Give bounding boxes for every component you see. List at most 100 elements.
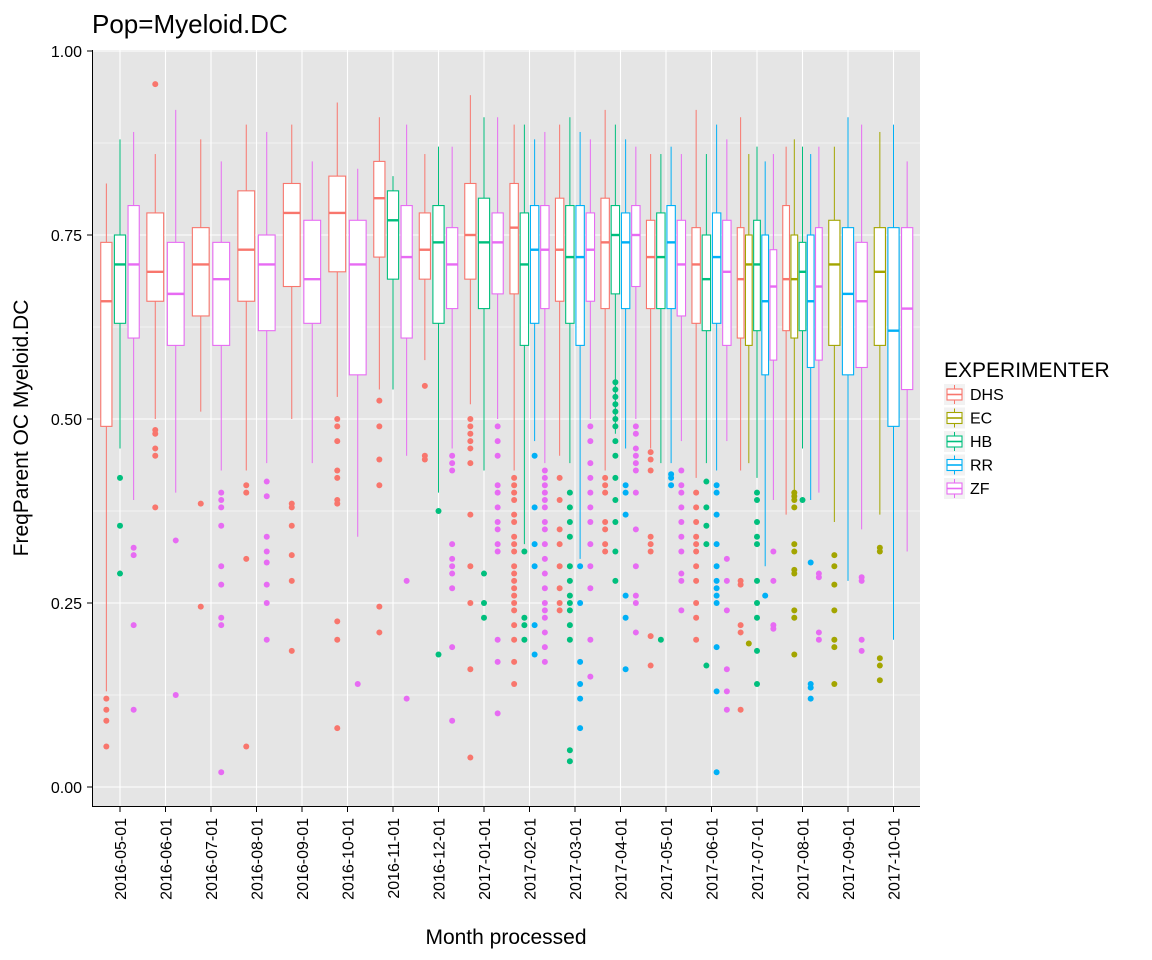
outlier-point xyxy=(602,526,609,533)
outlier-point xyxy=(467,511,474,518)
outlier-point xyxy=(713,541,720,548)
outlier-point xyxy=(467,438,474,445)
outlier-point xyxy=(762,592,769,599)
boxplot-ec xyxy=(790,139,799,658)
outlier-point xyxy=(723,706,730,713)
outlier-point xyxy=(566,489,573,496)
outlier-point xyxy=(566,504,573,511)
outlier-point xyxy=(831,680,838,687)
boxplot-ec xyxy=(873,131,886,684)
outlier-point xyxy=(612,438,619,445)
box-iqr xyxy=(873,227,886,346)
outlier-point xyxy=(745,640,752,647)
outlier-point xyxy=(612,548,619,555)
outlier-point xyxy=(657,636,664,643)
outlier-point xyxy=(831,581,838,588)
outlier-point xyxy=(632,526,639,533)
outlier-point xyxy=(831,552,838,559)
legend-key-ec xyxy=(944,407,965,429)
outlier-point xyxy=(693,548,700,555)
outlier-point xyxy=(587,585,594,592)
outlier-point xyxy=(376,482,383,489)
box-iqr xyxy=(446,227,459,310)
outlier-point xyxy=(622,511,629,518)
outlier-point xyxy=(566,577,573,584)
outlier-point xyxy=(511,496,518,503)
y-axis-title: FreqParent OC Myeloid.DC xyxy=(10,300,33,557)
outlier-point xyxy=(152,81,159,88)
outlier-point xyxy=(172,692,179,698)
outlier-point xyxy=(218,581,225,588)
outlier-point xyxy=(612,401,619,408)
outlier-point xyxy=(754,533,760,540)
outlier-point xyxy=(577,725,584,732)
box-iqr xyxy=(828,219,841,346)
outlier-point xyxy=(511,607,518,614)
outlier-point xyxy=(481,614,487,621)
box-iqr xyxy=(769,249,778,361)
outlier-point xyxy=(612,393,619,400)
y-axis-ticks: 0.00 0.25 0.50 0.75 1.00 xyxy=(51,44,92,797)
outlier-point xyxy=(647,541,654,548)
outlier-point xyxy=(152,504,159,511)
y-tick-label: 0.25 xyxy=(51,596,82,613)
box-iqr xyxy=(610,205,621,295)
outlier-point xyxy=(587,636,594,643)
boxplot-dhs xyxy=(509,124,519,687)
x-tick-label: 2017-10-01 xyxy=(887,818,904,900)
outlier-point xyxy=(791,651,798,658)
box-iqr xyxy=(282,182,301,288)
outlier-point xyxy=(511,511,518,518)
outlier-point xyxy=(494,482,501,489)
outlier-point xyxy=(566,519,573,526)
outlier-point xyxy=(612,452,619,459)
box-iqr xyxy=(113,234,127,324)
outlier-point xyxy=(713,600,720,606)
outlier-point xyxy=(511,563,518,570)
outlier-point xyxy=(632,489,639,496)
outlier-point xyxy=(541,504,548,511)
outlier-point xyxy=(713,577,720,584)
outlier-point xyxy=(541,570,548,577)
legend: EXPERIMENTER DHS EC HB RR ZF xyxy=(944,359,1110,499)
outlier-point xyxy=(703,541,710,548)
boxplot-hb xyxy=(565,117,575,765)
boxplot-dhs xyxy=(282,124,301,654)
outlier-point xyxy=(693,563,700,570)
box-iqr xyxy=(656,212,666,310)
boxplot-dhs xyxy=(464,95,477,761)
outlier-point xyxy=(556,541,563,548)
outlier-point xyxy=(511,622,518,629)
box-iqr xyxy=(753,219,761,332)
outlier-point xyxy=(602,548,609,555)
outlier-point xyxy=(481,570,487,577)
outlier-point xyxy=(334,725,341,732)
outlier-point xyxy=(807,695,814,702)
box-iqr xyxy=(491,212,504,295)
outlier-point xyxy=(602,482,609,489)
outlier-point xyxy=(511,474,518,481)
outlier-point xyxy=(376,423,383,430)
outlier-point xyxy=(587,541,594,548)
outlier-point xyxy=(494,526,501,533)
outlier-point xyxy=(693,577,700,584)
outlier-point xyxy=(511,592,518,599)
outlier-point xyxy=(678,577,685,584)
outlier-point xyxy=(334,618,341,625)
outlier-point xyxy=(263,581,270,588)
outlier-point xyxy=(467,563,474,570)
outlier-point xyxy=(587,438,594,445)
box-iqr xyxy=(666,205,676,310)
boxplot-hb xyxy=(798,146,807,503)
legend-key-rr xyxy=(944,454,965,476)
box-iqr xyxy=(191,227,210,317)
box-iqr xyxy=(386,190,400,280)
outlier-point xyxy=(511,570,518,577)
x-tick-label: 2017-03-01 xyxy=(568,818,585,900)
boxplot-zf xyxy=(212,161,231,776)
outlier-point xyxy=(494,423,501,430)
outlier-point xyxy=(288,647,295,654)
outlier-point xyxy=(117,522,123,529)
outlier-point xyxy=(815,636,822,643)
outlier-point xyxy=(723,607,730,614)
